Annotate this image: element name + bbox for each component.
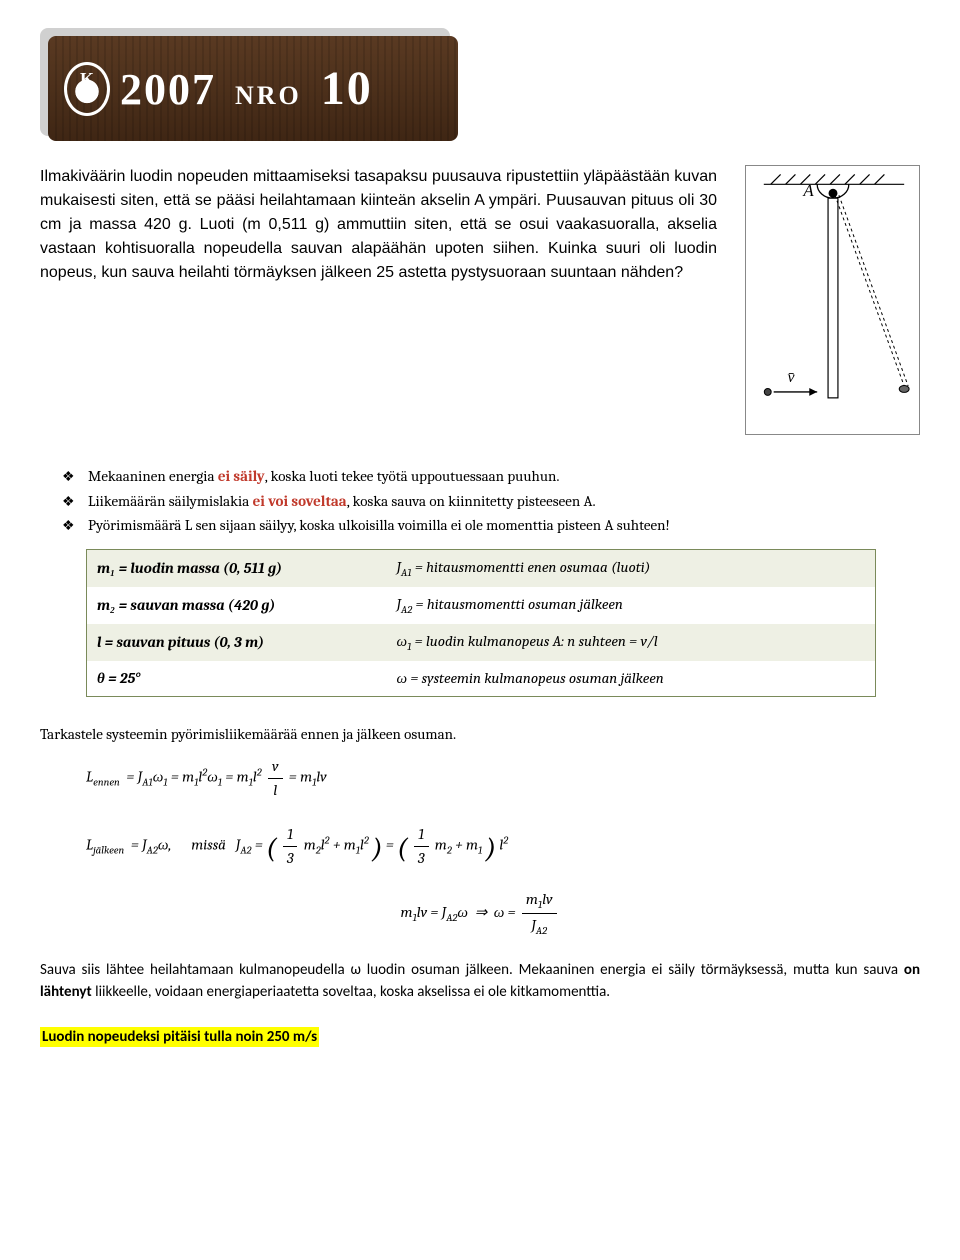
header-banner: 2007 NRO 10 (40, 28, 460, 143)
table-row: l = sauvan pituus (0, 3 m)ω1 = luodin ku… (87, 624, 876, 661)
equation-L-before: Lennen = JA1ω1 = m1l2ω1 = m1l2 vl = m1lv (86, 755, 920, 801)
banner-year: 2007 (120, 65, 216, 114)
table-row: θ = 25°ω = systeemin kulmanopeus osuman … (87, 661, 876, 696)
bullet-list: Mekaaninen energia ei säily, koska luoti… (40, 465, 920, 537)
svg-text:A: A (802, 181, 814, 200)
table-row: m₂ = sauvan massa (420 g)JA2 = hitausmom… (87, 587, 876, 624)
table-row: m₁ = luodin massa (0, 511 g)JA1 = hitaus… (87, 549, 876, 587)
section-heading: Tarkastele systeemin pyörimisliikemäärää… (40, 723, 920, 746)
list-item: Mekaaninen energia ei säily, koska luoti… (88, 465, 920, 488)
highlighted-answer: Luodin nopeudeksi pitäisi tulla noin 250… (40, 1027, 319, 1047)
equation-L-after: Ljälkeen = JA2ω, missä JA2 = ( 13 m2l2 +… (86, 823, 920, 870)
explanation-paragraph: Sauva siis lähtee heilahtamaan kulmanope… (40, 959, 920, 1004)
banner-label: NRO (235, 81, 302, 110)
list-item: Liikemäärän säilymislakia ei voi sovelta… (88, 490, 920, 513)
list-item: Pyörimismäärä L sen sijaan säilyy, koska… (88, 514, 920, 537)
problem-statement: Ilmakiväärin luodin nopeuden mittaamisek… (40, 165, 717, 285)
banner-number: 10 (321, 62, 373, 115)
svg-text:v̄: v̄ (788, 369, 796, 386)
variable-table: m₁ = luodin massa (0, 511 g)JA1 = hitaus… (86, 549, 876, 697)
equation-omega: m1lv = JA2ω ⇒ ω = m1lvJA2 (40, 888, 920, 939)
pendulum-diagram: A v̄ (745, 165, 920, 435)
skull-icon (64, 62, 110, 116)
